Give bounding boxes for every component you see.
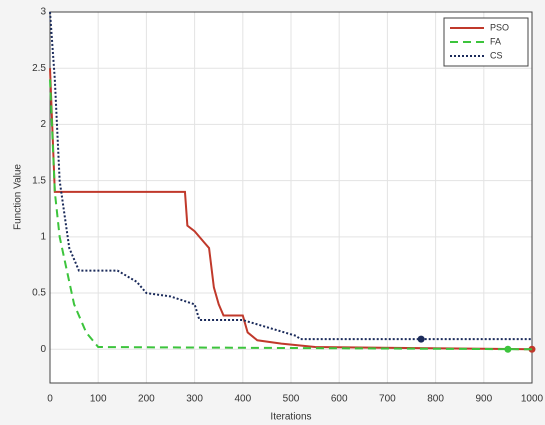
series-marker bbox=[528, 345, 536, 353]
series-line bbox=[49, 11, 532, 341]
legend-label: PSO bbox=[490, 22, 509, 32]
y-tick-label: 0.5 bbox=[32, 288, 46, 299]
y-tick-label: 2 bbox=[40, 119, 46, 130]
x-axis-label: Iterations bbox=[270, 412, 311, 423]
y-tick-label: 3 bbox=[40, 7, 46, 18]
x-tick-label: 900 bbox=[475, 394, 492, 405]
y-tick-label: 1.5 bbox=[32, 175, 46, 186]
y-tick-label: 0 bbox=[40, 344, 46, 355]
x-tick-label: 0 bbox=[47, 394, 53, 405]
series-marker bbox=[417, 335, 425, 343]
series-line bbox=[49, 79, 533, 351]
y-tick-label: 2.5 bbox=[32, 63, 46, 74]
x-tick-label: 700 bbox=[379, 394, 396, 405]
legend-label: FA bbox=[490, 36, 501, 46]
x-tick-label: 400 bbox=[234, 394, 251, 405]
series-marker bbox=[504, 345, 512, 353]
legend-label: CS bbox=[490, 50, 503, 60]
x-tick-label: 300 bbox=[186, 394, 203, 405]
x-tick-label: 500 bbox=[283, 394, 300, 405]
x-tick-label: 600 bbox=[331, 394, 348, 405]
x-tick-label: 800 bbox=[427, 394, 444, 405]
x-tick-label: 200 bbox=[138, 394, 155, 405]
series-line bbox=[49, 68, 533, 351]
x-tick-label: 100 bbox=[90, 394, 107, 405]
axes-box bbox=[49, 11, 533, 384]
x-tick-label: 1000 bbox=[521, 394, 544, 405]
y-axis-label: Function Value bbox=[13, 164, 24, 230]
y-tick-label: 1 bbox=[40, 231, 46, 242]
